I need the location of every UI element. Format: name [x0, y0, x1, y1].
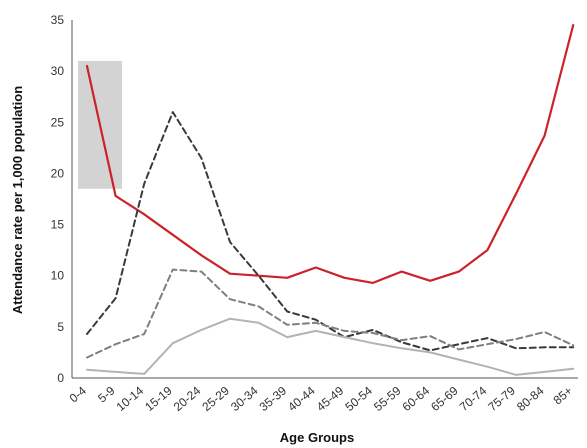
y-tick-label: 20 — [51, 166, 65, 180]
y-tick-label: 0 — [57, 371, 64, 385]
x-tick-label: 60-64 — [400, 383, 433, 414]
x-tick-label: 0-4 — [67, 383, 90, 405]
series-line-2 — [86, 111, 575, 352]
y-tick-label: 15 — [51, 218, 65, 232]
y-axis-title: Attendance rate per 1,000 population — [10, 86, 25, 314]
series-line-4 — [86, 317, 575, 376]
x-tick-label: 55-59 — [371, 383, 404, 414]
series-line-3 — [86, 268, 575, 359]
y-tick-label: 25 — [51, 115, 65, 129]
y-tick-label: 30 — [51, 64, 65, 78]
x-tick-label: 20-24 — [171, 383, 204, 414]
x-tick-label: 85+ — [551, 384, 576, 408]
x-tick-label: 10-14 — [114, 383, 147, 414]
y-tick-label: 5 — [57, 320, 64, 334]
x-tick-label: 75-79 — [485, 383, 518, 414]
series-line-1 — [85, 24, 575, 284]
x-tick-label: 45-49 — [314, 383, 347, 414]
x-tick-label: 40-44 — [285, 383, 318, 414]
x-tick-label: 80-84 — [514, 383, 547, 414]
y-tick-label: 35 — [51, 13, 65, 27]
x-tick-label: 70-74 — [457, 383, 490, 414]
x-tick-label: 65-69 — [428, 383, 461, 414]
x-tick-label: 30-34 — [228, 383, 261, 414]
x-tick-label: 15-19 — [142, 383, 175, 414]
x-tick-label: 35-39 — [257, 383, 290, 414]
x-axis-title: Age Groups — [280, 430, 354, 445]
x-tick-label: 50-54 — [342, 383, 375, 414]
x-tick-label: 25-29 — [199, 383, 232, 414]
y-tick-label: 10 — [51, 269, 65, 283]
